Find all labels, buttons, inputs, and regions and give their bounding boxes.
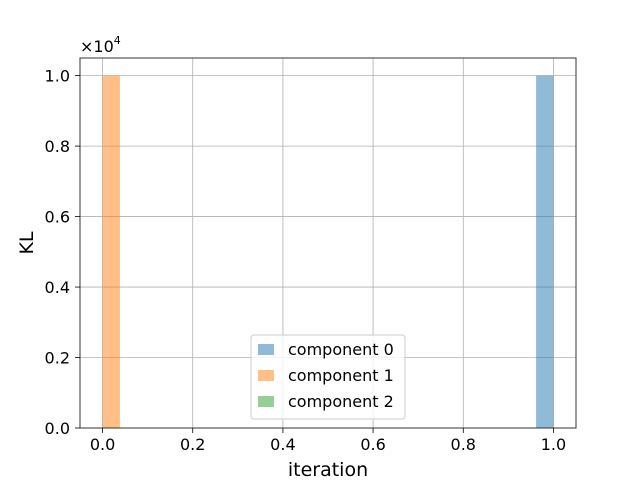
y-offset-exponent: 4: [114, 34, 121, 47]
x-tick-label: 0.6: [360, 435, 385, 454]
x-tick-label: 0.0: [90, 435, 115, 454]
legend-label: component 1: [288, 366, 394, 385]
y-tick-label: 0.4: [45, 278, 70, 297]
y-axis-ticks: 0.0 0.2 0.4 0.6 0.8 1.0: [45, 67, 80, 438]
x-axis-ticks: 0.0 0.2 0.4 0.6 0.8 1.0: [90, 428, 566, 454]
x-tick-label: 0.8: [451, 435, 476, 454]
x-tick-label: 0.2: [180, 435, 205, 454]
legend-swatch: [258, 370, 274, 381]
y-tick-label: 0.8: [45, 137, 70, 156]
legend: component 0 component 1 component 2: [250, 334, 406, 420]
legend-swatch: [258, 396, 274, 407]
x-tick-label: 0.4: [270, 435, 295, 454]
y-tick-label: 0.0: [45, 419, 70, 438]
legend-label: component 2: [288, 392, 394, 411]
x-tick-label: 1.0: [541, 435, 566, 454]
y-tick-label: 1.0: [45, 67, 70, 86]
legend-label: component 0: [288, 340, 394, 359]
y-tick-label: 0.2: [45, 349, 70, 368]
legend-box: [250, 334, 406, 420]
legend-swatch: [258, 344, 274, 355]
bars: [102, 75, 554, 428]
bar-component-0: [536, 75, 554, 428]
y-offset-label: ×104: [80, 34, 121, 56]
y-tick-label: 0.6: [45, 208, 70, 227]
x-axis-label: iteration: [288, 459, 368, 480]
plot-frame: [79, 57, 577, 429]
y-axis-label: KL: [16, 231, 38, 254]
bar-component-1: [102, 75, 120, 428]
